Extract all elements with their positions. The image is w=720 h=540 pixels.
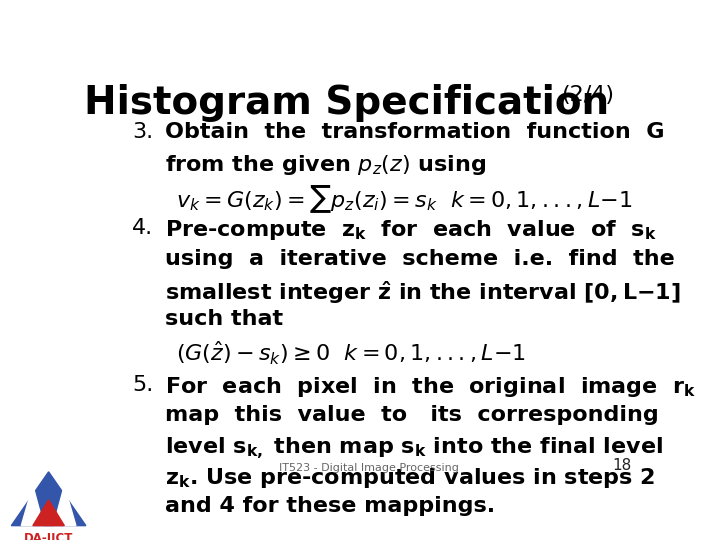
- Text: and 4 for these mappings.: and 4 for these mappings.: [166, 496, 495, 516]
- Text: Histogram Specification: Histogram Specification: [84, 84, 609, 122]
- Text: Obtain  the  transformation  function  G: Obtain the transformation function G: [166, 122, 665, 142]
- Text: such that: such that: [166, 309, 284, 329]
- Text: $\mathit{(G(\hat{z}) -  s_k) \geq 0}$  $\mathit{k{=}0,1,...,L{-}1}$: $\mathit{(G(\hat{z}) - s_k) \geq 0}$ $\m…: [176, 340, 526, 367]
- Polygon shape: [33, 500, 64, 525]
- Text: $\mathbf{z_k}$. Use pre-computed values in steps 2: $\mathbf{z_k}$. Use pre-computed values …: [166, 466, 655, 490]
- Text: level $\mathbf{s_{k,}}$ then map $\mathbf{s_k}$ into the final level: level $\mathbf{s_{k,}}$ then map $\mathb…: [166, 436, 663, 461]
- Polygon shape: [12, 472, 86, 525]
- Text: For  each  pixel  in  the  original  image  $\mathit{\mathbf{r_k}}$: For each pixel in the original image $\m…: [166, 375, 696, 399]
- Text: Pre-compute  $\mathbf{z_k}$  for  each  value  of  $\mathbf{s_k}$: Pre-compute $\mathbf{z_k}$ for each valu…: [166, 218, 657, 242]
- Text: using  a  iterative  scheme  i.e.  find  the: using a iterative scheme i.e. find the: [166, 248, 675, 268]
- Text: 4.: 4.: [132, 218, 153, 238]
- Text: DA-IICT: DA-IICT: [24, 531, 73, 540]
- Text: smallest integer $\mathbf{\hat{z}}$ in the interval $\mathbf{[0,L{-}1]}$: smallest integer $\mathbf{\hat{z}}$ in t…: [166, 279, 681, 306]
- Text: 3.: 3.: [132, 122, 153, 142]
- Text: IT523 - Digital Image Processing: IT523 - Digital Image Processing: [279, 463, 459, 473]
- Text: map  this  value  to   its  corresponding: map this value to its corresponding: [166, 406, 659, 426]
- Text: 5.: 5.: [132, 375, 153, 395]
- Polygon shape: [22, 485, 44, 525]
- Text: $\mathit{v_k = G(z_k) = \sum p_z(z_i) = s_k}$  $\mathit{k{=}0,1,...,L{-}1}$: $\mathit{v_k = G(z_k) = \sum p_z(z_i) = …: [176, 183, 633, 215]
- Polygon shape: [53, 485, 76, 525]
- Text: 18: 18: [612, 458, 631, 473]
- Text: (2/4): (2/4): [562, 85, 614, 105]
- Text: from the given $\mathbf{\it{p_z(z)}}$ using: from the given $\mathbf{\it{p_z(z)}}$ us…: [166, 152, 487, 177]
